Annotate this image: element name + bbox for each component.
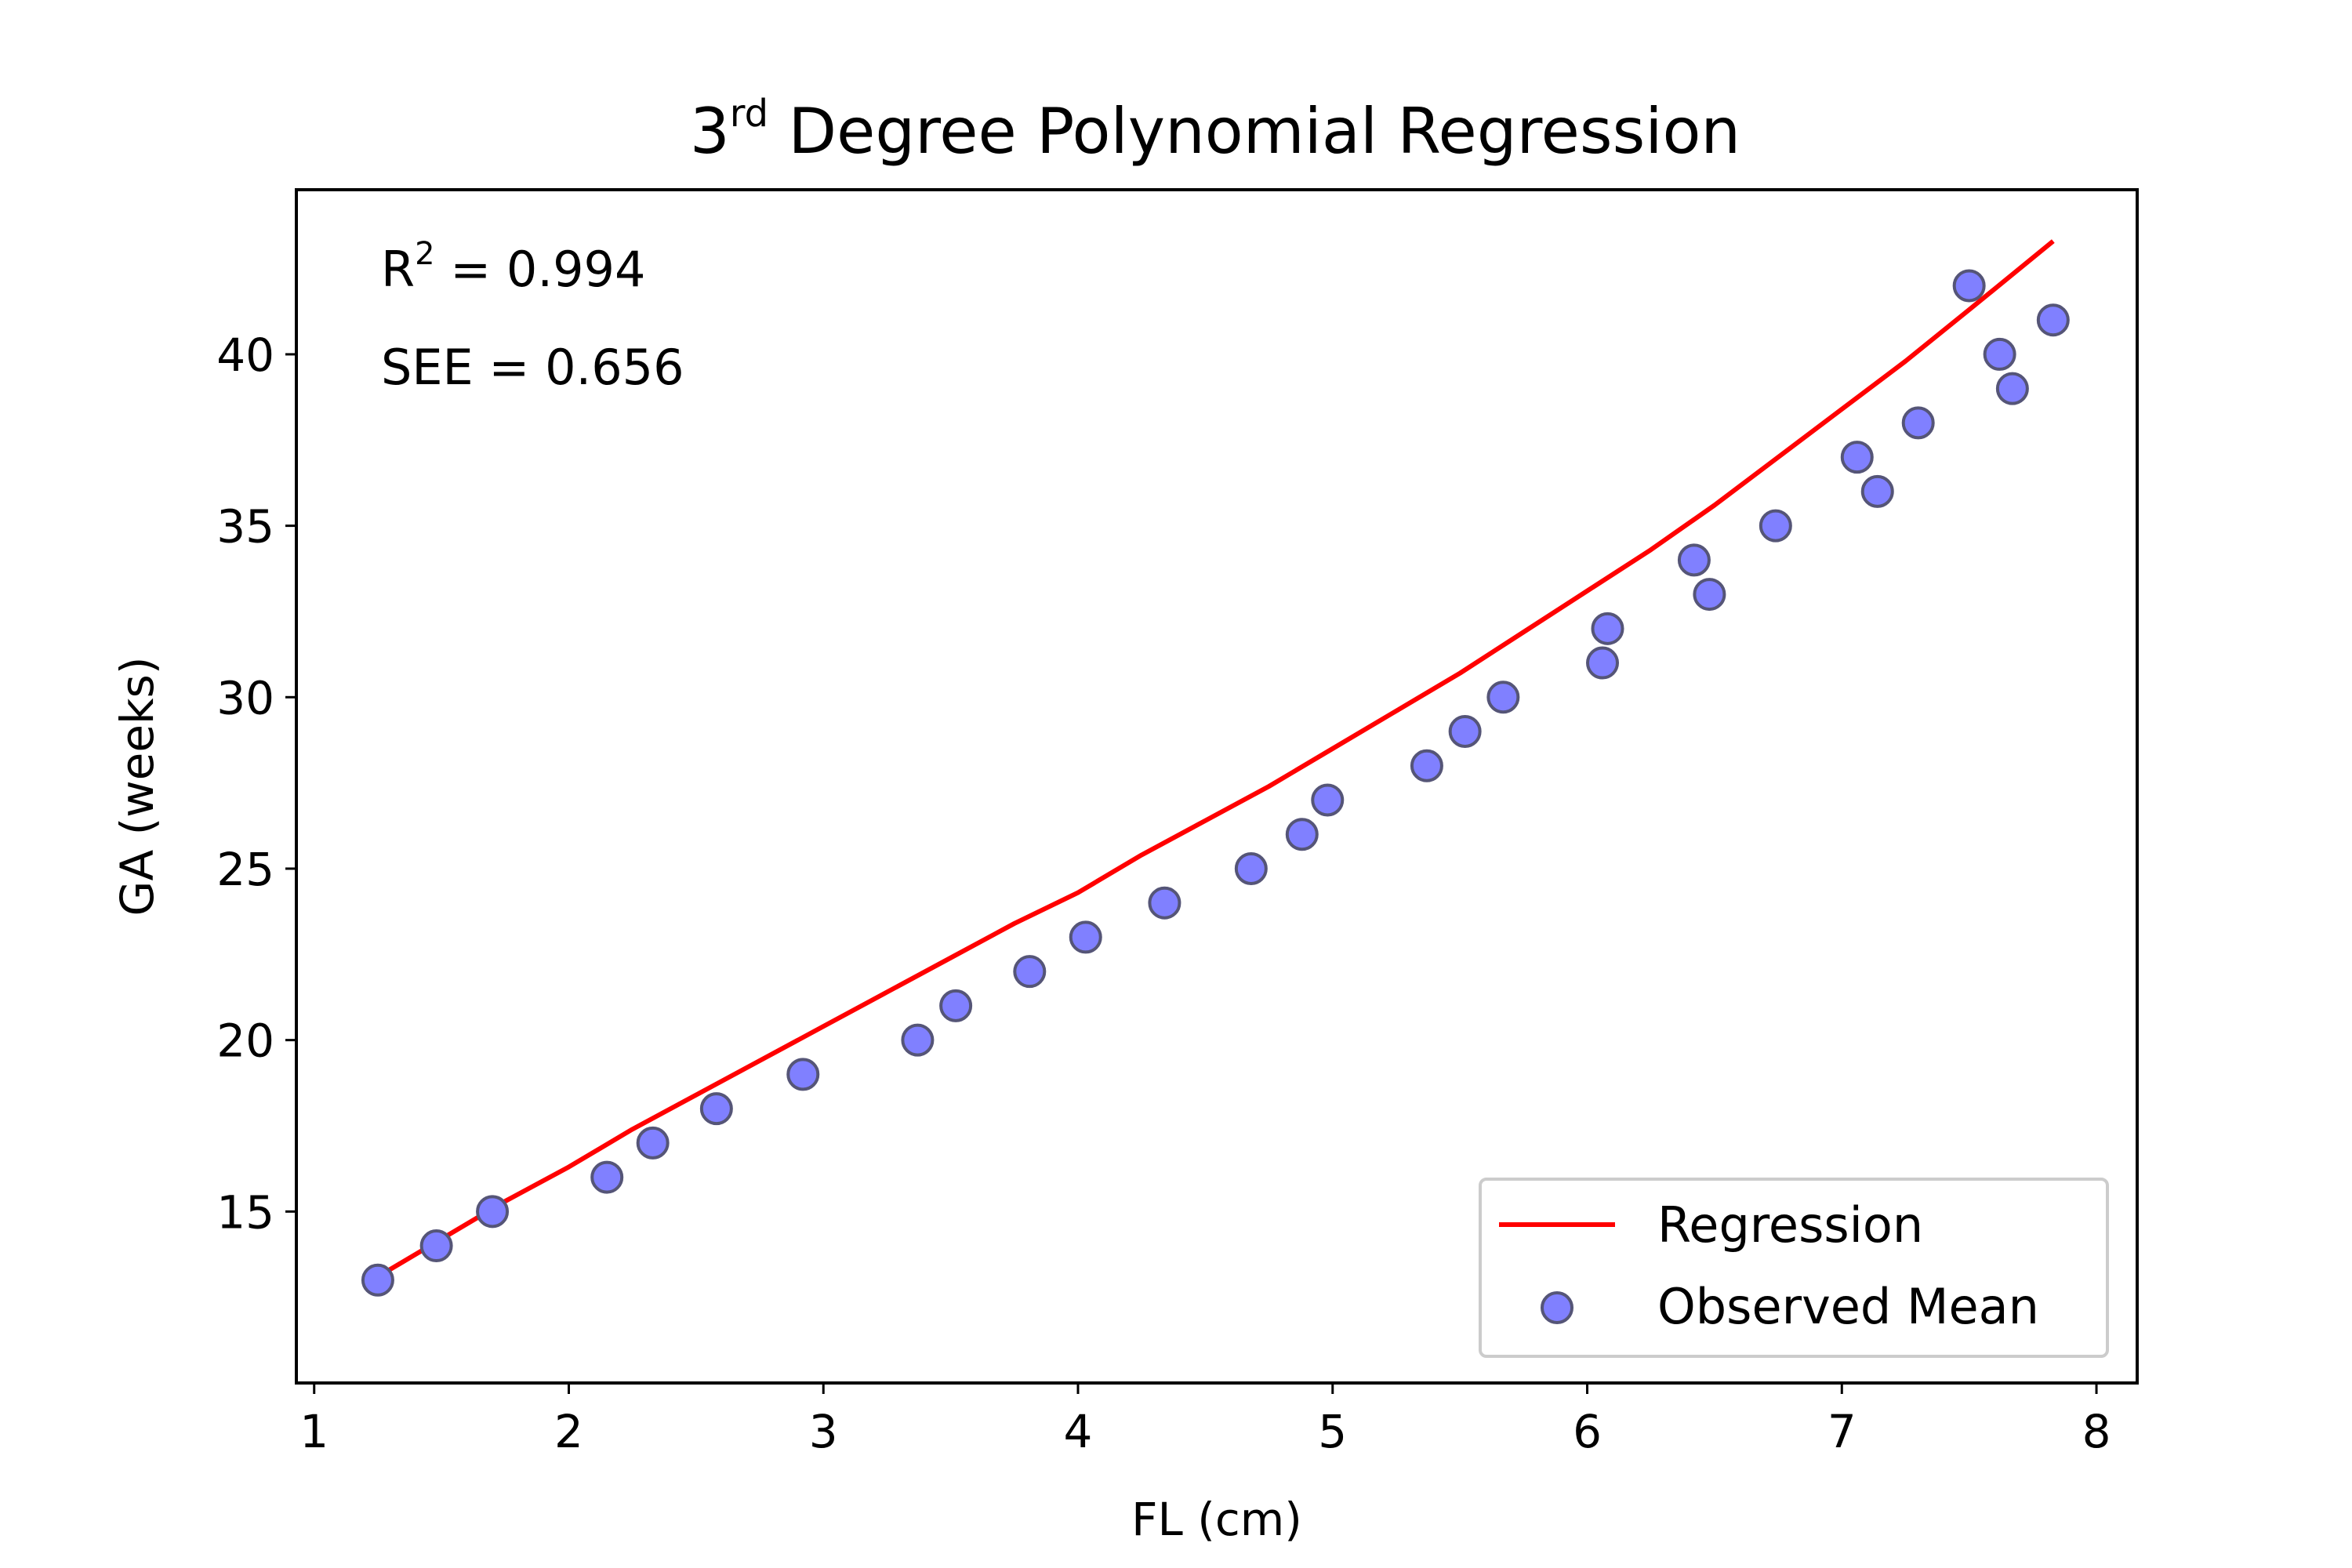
observed-mean-point bbox=[1952, 269, 1986, 303]
observed-mean-point bbox=[786, 1058, 820, 1091]
legend-label-observed-mean: Observed Mean bbox=[1657, 1278, 2039, 1335]
x-tick-label: 7 bbox=[1828, 1405, 1857, 1458]
observed-mean-point bbox=[1901, 406, 1935, 440]
x-tick-label: 1 bbox=[299, 1405, 328, 1458]
observed-mean-point bbox=[1759, 509, 1792, 543]
series-layer bbox=[361, 239, 2070, 1297]
observed-mean-point bbox=[1234, 851, 1268, 885]
x-axis: 1 2 3 4 5 6 7 8 bbox=[299, 1383, 2111, 1458]
observed-mean-point bbox=[1285, 818, 1319, 851]
y-axis-title: GA (weeks) bbox=[111, 657, 164, 916]
observed-mean-point bbox=[590, 1160, 624, 1194]
observed-mean-point bbox=[636, 1126, 670, 1160]
observed-mean-point bbox=[419, 1229, 453, 1263]
observed-mean-point bbox=[1591, 612, 1624, 645]
chart-title: 3rd Degree Polynomial Regression bbox=[690, 92, 1740, 168]
observed-mean-point bbox=[361, 1263, 394, 1297]
observed-mean-point bbox=[1069, 920, 1102, 954]
legend-swatch-observed-mean bbox=[1541, 1291, 1573, 1324]
observed-mean-point bbox=[476, 1195, 510, 1229]
y-tick-label: 15 bbox=[216, 1185, 274, 1239]
observed-mean-point bbox=[1677, 543, 1711, 577]
legend-box bbox=[1479, 1178, 2109, 1358]
regression-line bbox=[376, 239, 2055, 1279]
y-tick-label: 25 bbox=[216, 843, 274, 896]
observed-mean-point bbox=[1311, 783, 1345, 817]
x-axis-title: FL (cm) bbox=[1131, 1493, 1302, 1546]
x-tick-label: 3 bbox=[809, 1405, 838, 1458]
observed-mean-point bbox=[699, 1092, 733, 1126]
y-tick-label: 40 bbox=[216, 328, 274, 382]
observed-mean-point bbox=[1983, 337, 2016, 371]
x-tick-label: 8 bbox=[2082, 1405, 2111, 1458]
observed-mean-point bbox=[939, 989, 973, 1022]
y-axis: 15 20 25 30 35 40 bbox=[216, 328, 296, 1239]
observed-mean-point bbox=[1486, 681, 1520, 714]
observed-mean-point bbox=[1860, 474, 1894, 508]
y-tick-label: 30 bbox=[216, 671, 274, 724]
legend: Regression Observed Mean bbox=[1479, 1178, 2109, 1358]
legend-label-regression: Regression bbox=[1657, 1196, 1923, 1254]
observed-mean-point bbox=[1448, 715, 1482, 749]
observed-mean-point bbox=[1586, 646, 1620, 680]
x-tick-label: 6 bbox=[1573, 1405, 1602, 1458]
observed-mean-point bbox=[1693, 578, 1726, 612]
y-tick-label: 20 bbox=[216, 1014, 274, 1068]
x-tick-label: 4 bbox=[1064, 1405, 1093, 1458]
observed-mean-point bbox=[1410, 749, 1443, 782]
r-squared-annotation: R2 = 0.994 bbox=[381, 236, 645, 298]
plot-area bbox=[295, 188, 2139, 1385]
observed-mean-point bbox=[2036, 303, 2070, 337]
observed-mean-point bbox=[901, 1023, 935, 1057]
observed-mean-point bbox=[1148, 886, 1181, 920]
x-tick-label: 5 bbox=[1318, 1405, 1347, 1458]
observed-mean-point bbox=[1013, 955, 1047, 989]
y-tick-label: 35 bbox=[216, 500, 274, 554]
observed-mean-point bbox=[1995, 372, 2029, 405]
observed-mean-point bbox=[1840, 441, 1874, 474]
see-annotation: SEE = 0.656 bbox=[381, 339, 684, 396]
x-tick-label: 2 bbox=[554, 1405, 583, 1458]
